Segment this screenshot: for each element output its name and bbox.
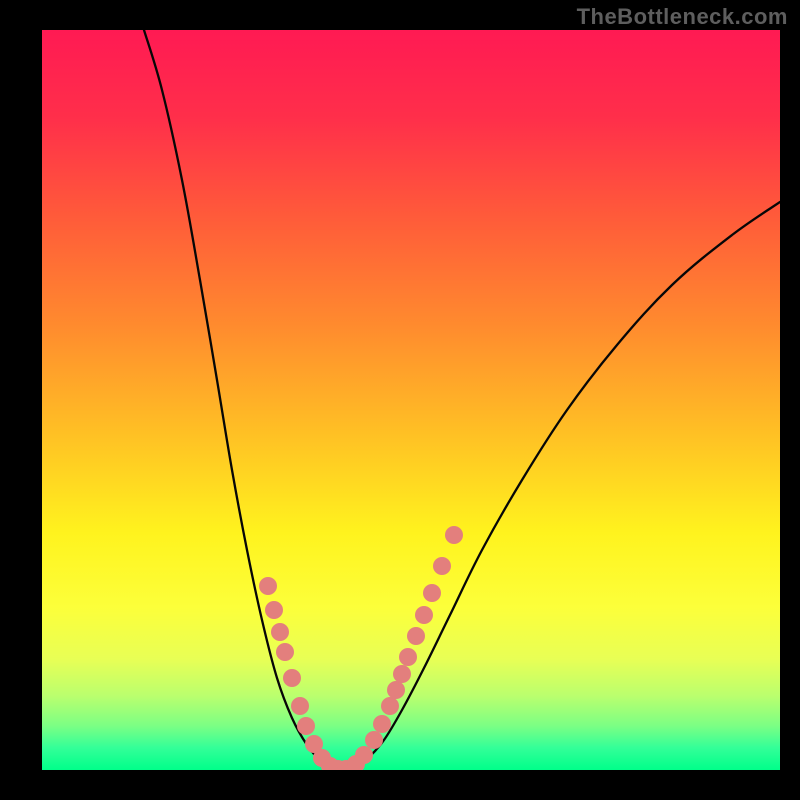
data-marker [407,627,425,645]
bottleneck-curve [144,30,780,769]
curve-layer [42,30,780,770]
data-marker [423,584,441,602]
data-marker [276,643,294,661]
data-marker [399,648,417,666]
watermark-text: TheBottleneck.com [577,4,788,30]
data-marker [381,697,399,715]
data-marker [433,557,451,575]
data-marker [355,746,373,764]
data-marker [291,697,309,715]
data-marker [387,681,405,699]
marker-group [259,526,463,770]
data-marker [297,717,315,735]
plot-area [42,30,780,770]
data-marker [373,715,391,733]
data-marker [415,606,433,624]
data-marker [445,526,463,544]
data-marker [283,669,301,687]
chart-frame: TheBottleneck.com [0,0,800,800]
data-marker [265,601,283,619]
data-marker [365,731,383,749]
data-marker [393,665,411,683]
data-marker [271,623,289,641]
data-marker [259,577,277,595]
